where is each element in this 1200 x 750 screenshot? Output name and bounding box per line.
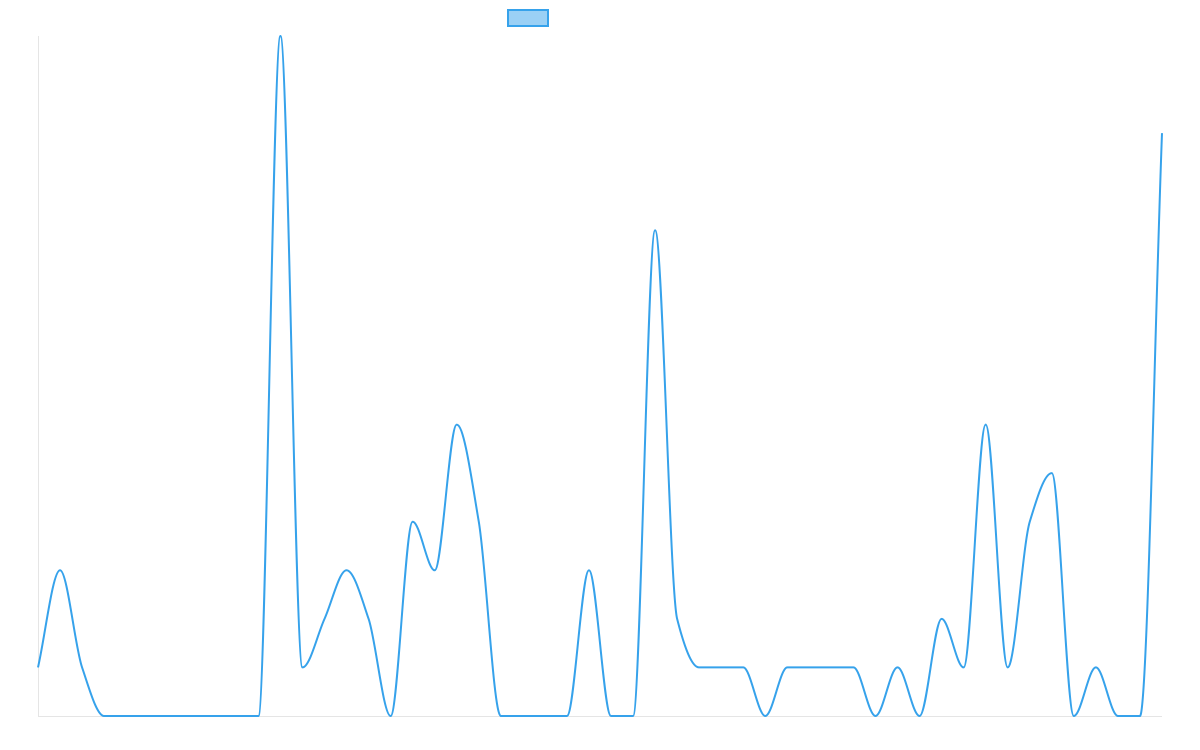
data-line	[37, 34, 1163, 718]
legend-swatch	[507, 9, 549, 27]
